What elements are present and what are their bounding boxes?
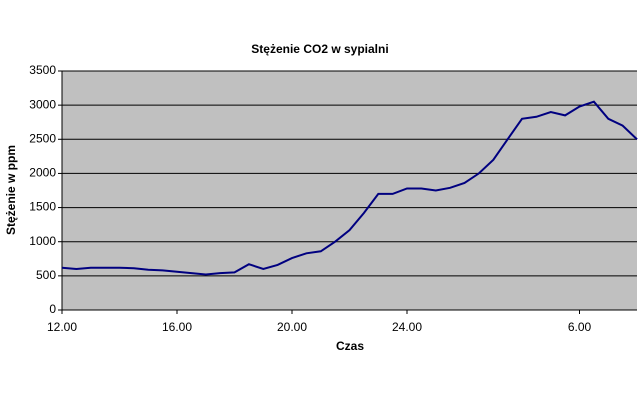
x-tick-label: 12.00	[47, 320, 77, 334]
y-tick-label: 2000	[29, 166, 56, 180]
y-tick-label: 0	[49, 302, 56, 316]
y-tick-label: 1500	[29, 200, 56, 214]
y-tick-label: 1000	[29, 234, 56, 248]
x-tick-label: 16.00	[162, 320, 192, 334]
plot-area	[62, 71, 637, 310]
y-tick-label: 3500	[29, 63, 56, 77]
x-tick-label: 6.00	[568, 320, 592, 334]
data-line	[61, 100, 638, 276]
x-tick-label: 24.00	[392, 320, 422, 334]
y-tick-label: 2500	[29, 131, 56, 145]
x-axis-label: Czas	[336, 339, 364, 353]
y-tick-label: 500	[36, 268, 56, 282]
y-axis-label: Stężenie w ppm	[4, 145, 18, 235]
x-tick-label: 20.00	[277, 320, 307, 334]
chart-title: Stężenie CO2 w sypialni	[251, 42, 388, 56]
y-tick-label: 3000	[29, 97, 56, 111]
